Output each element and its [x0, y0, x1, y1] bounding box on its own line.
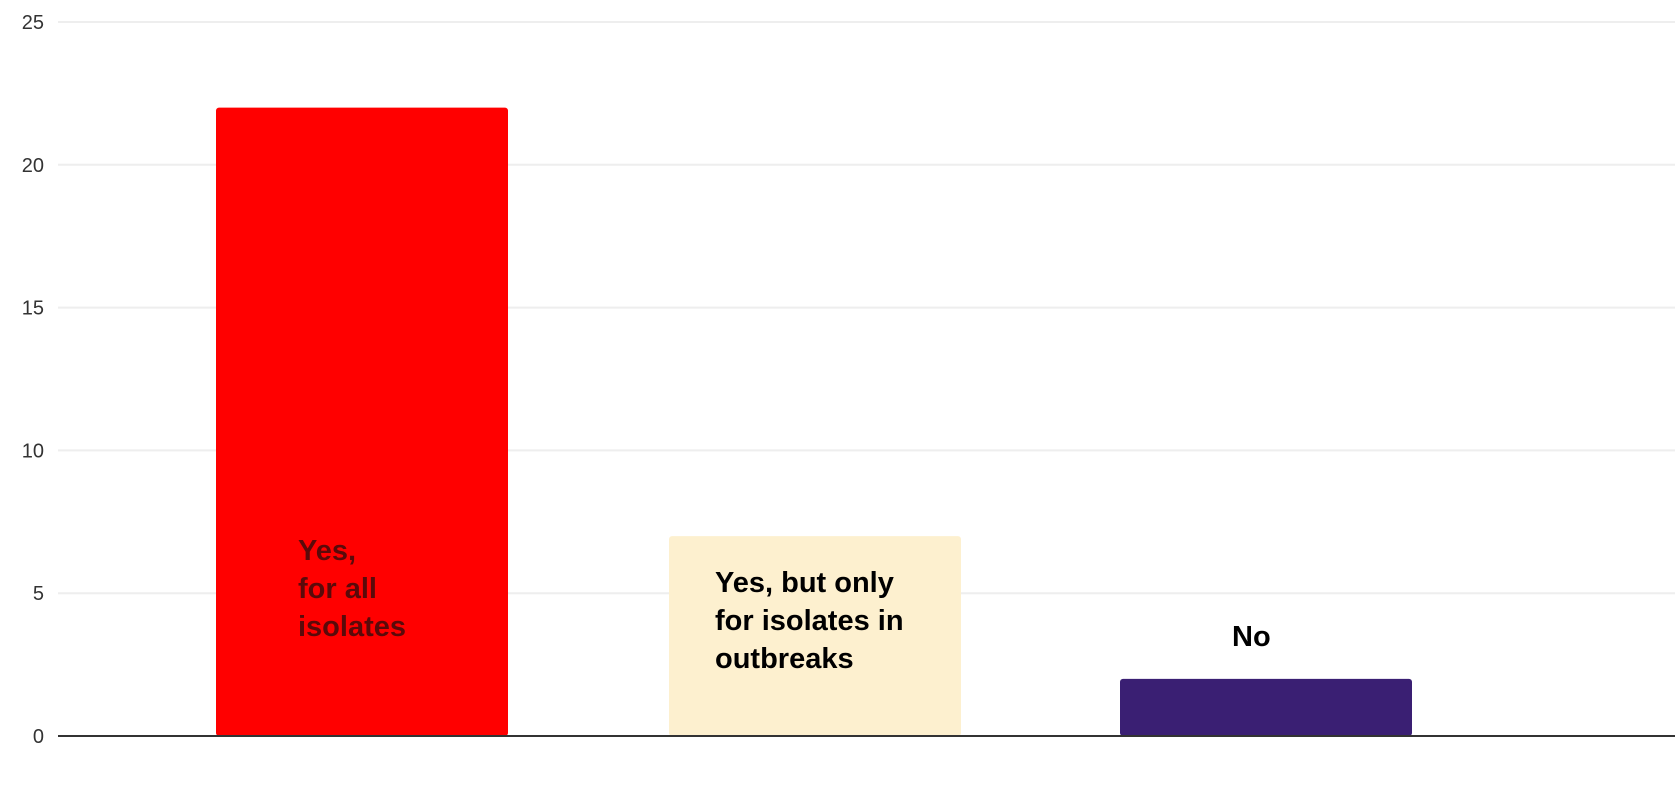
bars	[216, 107, 1412, 737]
y-tick-label: 5	[33, 583, 44, 605]
bar-category-label-line: Yes, but only	[715, 567, 894, 599]
y-tick-label: 20	[22, 155, 44, 177]
y-tick-label: 15	[22, 298, 44, 320]
bar-category-label-line: for all	[298, 573, 377, 605]
bar-category-label: No	[1232, 621, 1271, 653]
bar	[669, 536, 961, 736]
y-tick-label: 10	[22, 440, 44, 462]
bar-category-label: Yes, for all isolates	[298, 535, 406, 643]
bar	[1120, 678, 1412, 736]
y-tick-label: 25	[22, 12, 44, 34]
bar	[216, 107, 508, 737]
bar-category-label-line: outbreaks	[715, 643, 854, 675]
bar-category-label-line: isolates	[298, 611, 406, 643]
y-axis-ticks: 0 5 10 15 20 25	[22, 12, 44, 748]
bar-category-label: Yes, but only for isolates in outbreaks	[715, 567, 904, 675]
bar-category-label-line: Yes,	[298, 535, 356, 567]
bar-labels: Yes, for all isolates Yes, but only for isol…	[298, 535, 1271, 675]
bar-category-label-line: No	[1232, 621, 1271, 653]
y-tick-label: 0	[33, 726, 44, 748]
bar-category-label-line: for isolates in	[715, 605, 904, 637]
